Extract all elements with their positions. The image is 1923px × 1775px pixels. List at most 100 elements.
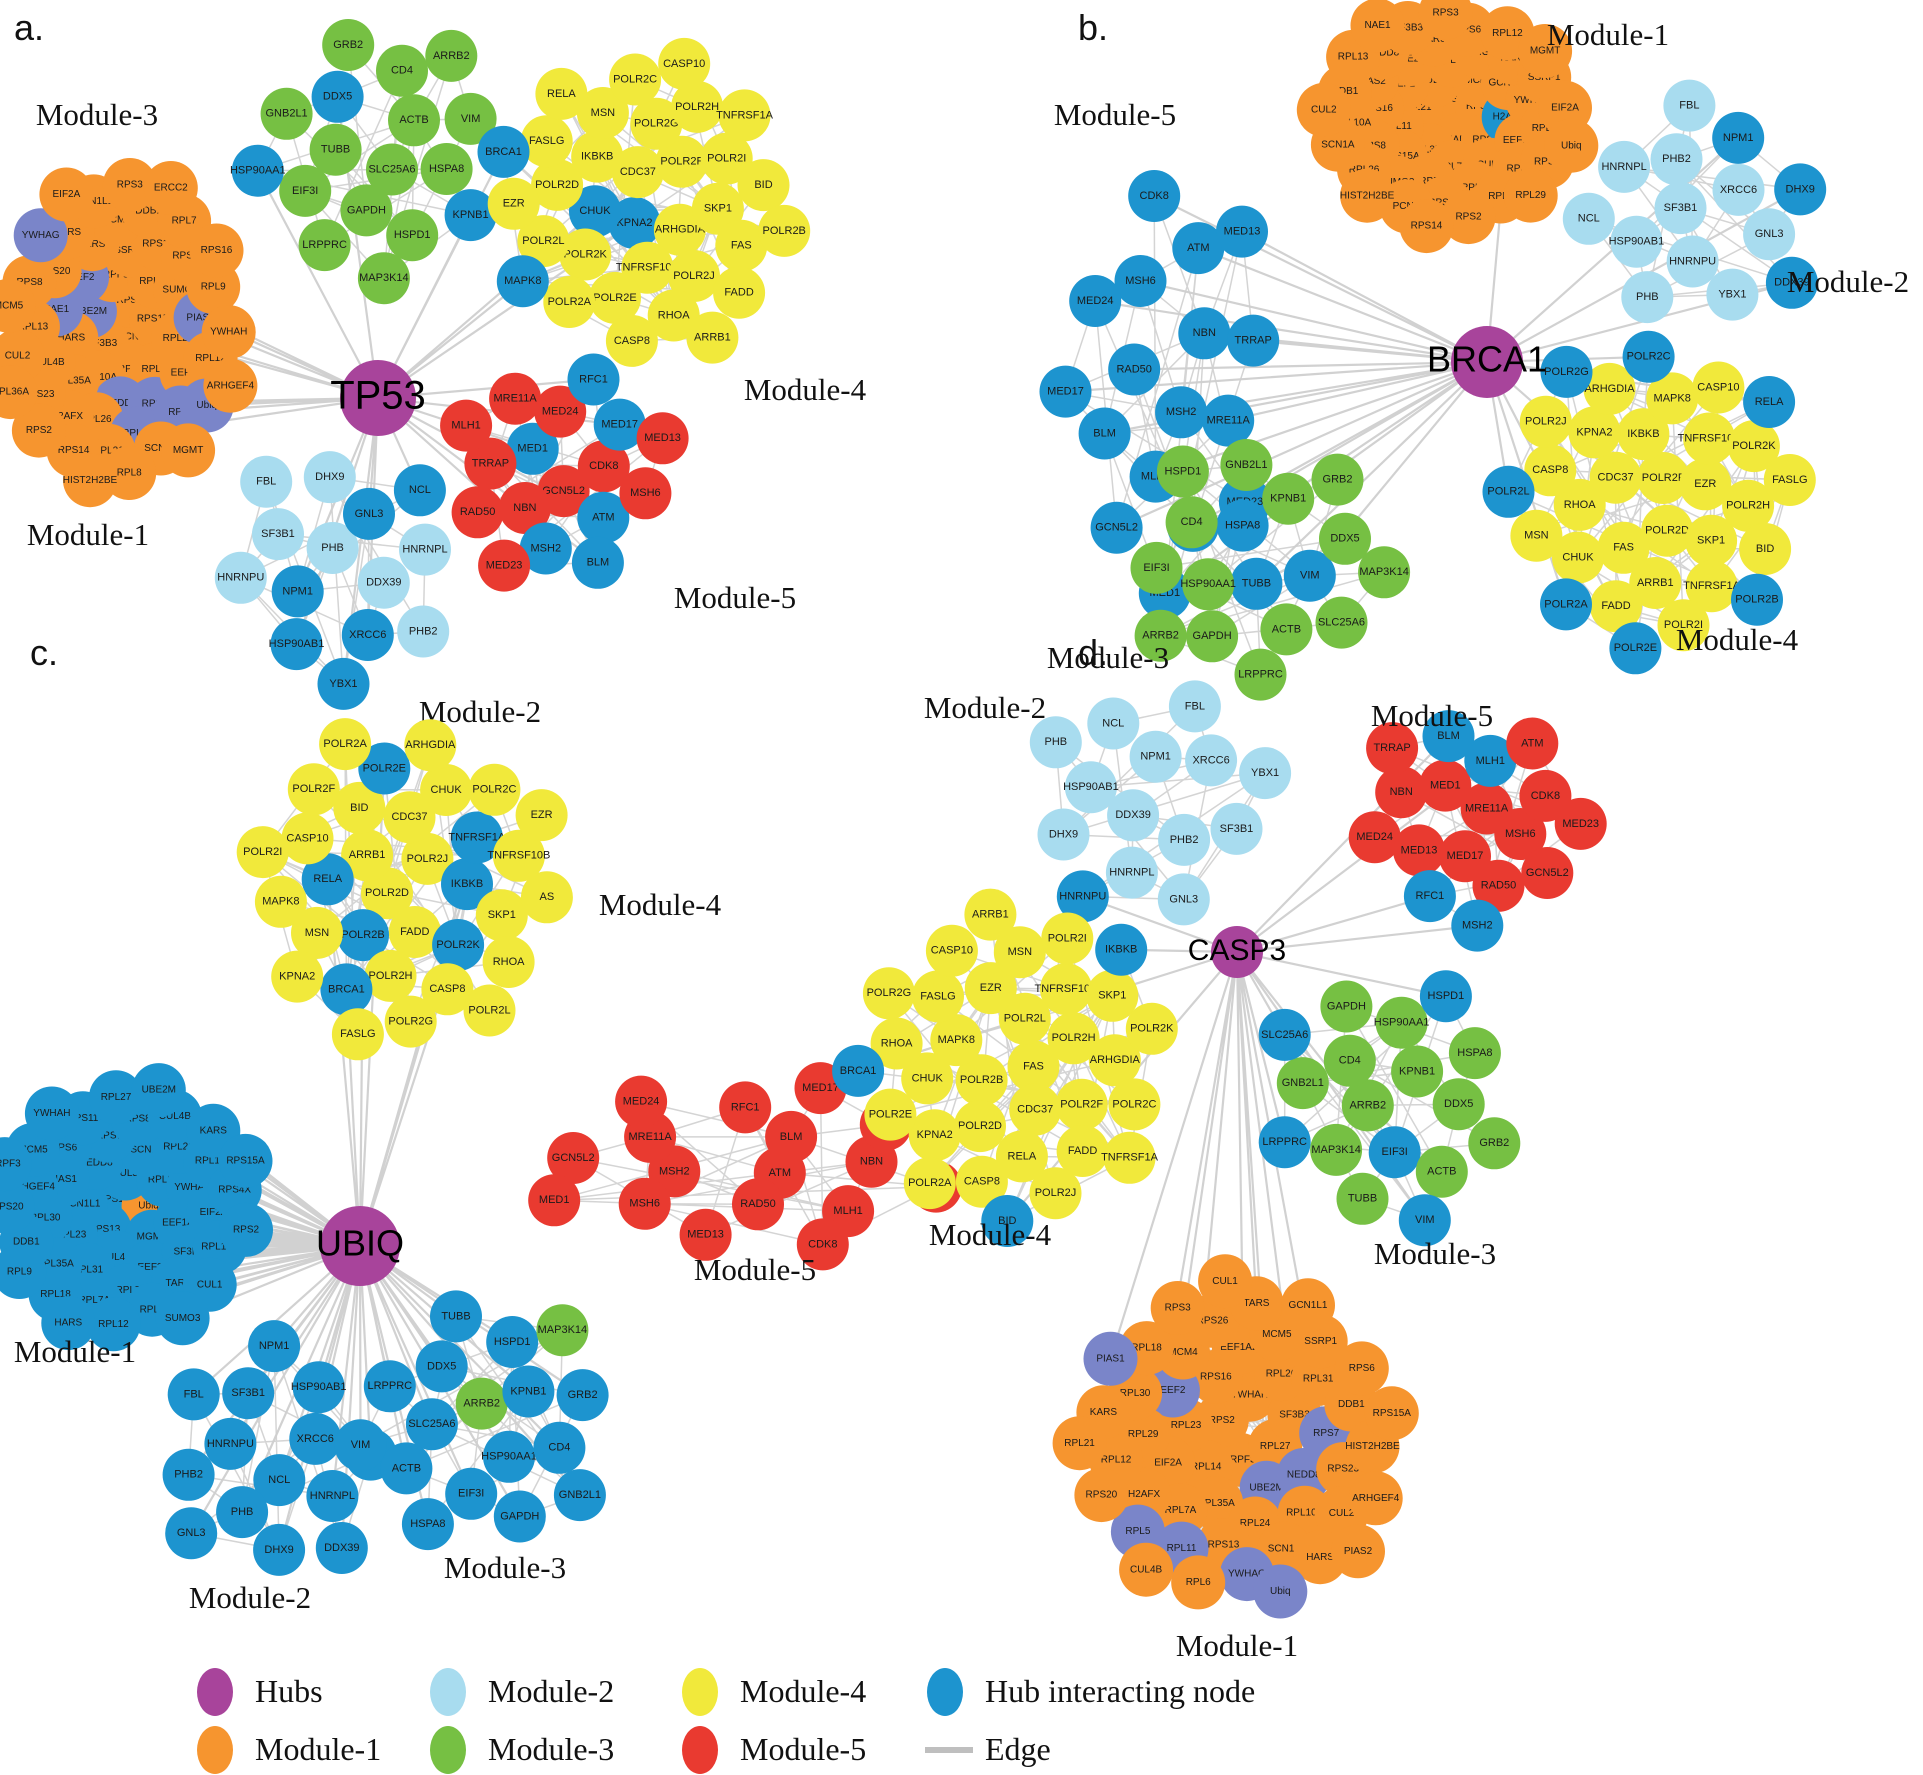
node-POLR2I: POLR2I xyxy=(1041,912,1094,965)
node-MED24: MED24 xyxy=(615,1075,668,1128)
node-AS: AS xyxy=(520,871,573,924)
node-circle xyxy=(1666,235,1719,288)
cluster-module-5: GCN5L2MED1CDK8NBNMED24ATMTRRAPMED17MSH2M… xyxy=(440,353,796,615)
node-NPM1: NPM1 xyxy=(1129,730,1182,783)
node-POLR2A: POLR2A xyxy=(543,276,596,328)
node-circle xyxy=(593,398,646,451)
cluster-label: Module-4 xyxy=(599,887,722,922)
node-circle xyxy=(306,1470,359,1522)
node-DDX39: DDX39 xyxy=(315,1522,368,1574)
node-KPNA2: KPNA2 xyxy=(271,950,324,1003)
node-circle xyxy=(1007,1040,1060,1093)
node-circle xyxy=(1398,1194,1451,1247)
node-PIAS1: PIAS1 xyxy=(1083,1331,1138,1386)
node-DDX39: DDX39 xyxy=(357,556,410,609)
node-circle xyxy=(420,764,473,816)
node-LRPPRC: LRPPRC xyxy=(1234,648,1287,701)
node-circle xyxy=(315,1522,368,1574)
node-circle xyxy=(533,1421,586,1474)
node-circle xyxy=(444,189,497,242)
node-PIAS2: PIAS2 xyxy=(1331,1524,1385,1579)
node-circle xyxy=(577,491,630,544)
node-circle xyxy=(489,372,542,425)
legend-label: Module-1 xyxy=(255,1731,381,1767)
node-HSPD1: HSPD1 xyxy=(1419,970,1472,1023)
node-HNRNPL: HNRNPL xyxy=(306,1470,359,1522)
node-circle xyxy=(236,826,289,879)
node-circle xyxy=(1418,0,1473,40)
legend-item-hubs: Hubs xyxy=(197,1668,323,1716)
node-circle xyxy=(1083,1331,1138,1386)
legend-item-module-3: Module-3 xyxy=(430,1726,614,1774)
node-circle xyxy=(1439,830,1491,883)
node-circle xyxy=(636,412,689,465)
node-DHX9: DHX9 xyxy=(303,451,356,504)
node-HSP90AA1: HSP90AA1 xyxy=(230,144,286,197)
node-circle xyxy=(363,1360,416,1413)
node-HNRNPL: HNRNPL xyxy=(1598,140,1651,193)
node-POLR2L: POLR2L xyxy=(463,984,516,1037)
node-circle xyxy=(901,1052,954,1105)
node-ACTB: ACTB xyxy=(380,1442,433,1495)
node-GAPDH: GAPDH xyxy=(1186,610,1239,663)
node-MSH2: MSH2 xyxy=(1451,899,1504,952)
node-GNB2L1: GNB2L1 xyxy=(1220,439,1273,491)
node-circle xyxy=(964,962,1017,1015)
node-RFC1: RFC1 xyxy=(567,353,620,406)
node-GRB2: GRB2 xyxy=(322,19,375,71)
node-circle xyxy=(1597,521,1650,574)
node-circle xyxy=(1366,722,1419,775)
node-FBL: FBL xyxy=(240,455,293,508)
node-circle xyxy=(1391,1045,1444,1098)
node-circle xyxy=(1739,523,1792,575)
node-IKBKB: IKBKB xyxy=(1095,923,1148,976)
node-circle xyxy=(528,1174,581,1227)
cluster-label: Module-5 xyxy=(1054,97,1176,132)
node-ARHGDIA: ARHGDIA xyxy=(404,719,457,772)
node-circle xyxy=(260,87,313,140)
node-circle xyxy=(143,161,198,215)
node-circle xyxy=(464,437,517,490)
node-POLR2F: POLR2F xyxy=(1055,1078,1108,1131)
node-ACTB: ACTB xyxy=(1260,603,1313,656)
node-circle xyxy=(1334,1341,1389,1396)
node-circle xyxy=(608,197,661,249)
node-circle xyxy=(1722,479,1775,532)
node-EZR: EZR xyxy=(515,789,568,842)
node-circle xyxy=(1494,808,1547,860)
node-PHB2: PHB2 xyxy=(397,605,450,658)
node-circle xyxy=(658,37,711,90)
cluster-module-1: RPS16UbiqRPS13CUL5MGMTGCN1L1RPL24CUL4ANE… xyxy=(0,1063,273,1369)
legend-label: Module-2 xyxy=(488,1673,614,1709)
node-circle xyxy=(619,467,672,520)
node-circle xyxy=(455,1377,508,1430)
node-RPL6: RPL6 xyxy=(1171,1555,1226,1610)
node-circle xyxy=(11,403,66,458)
node-HSP90AB1: HSP90AB1 xyxy=(269,618,324,671)
node-circle xyxy=(231,144,284,197)
node-circle xyxy=(1262,472,1315,525)
node-TUBB: TUBB xyxy=(1230,557,1283,610)
node-circle xyxy=(1774,163,1827,216)
legend-item-edge: Edge xyxy=(925,1731,1051,1767)
node-circle xyxy=(1186,610,1239,663)
node-circle xyxy=(1393,824,1445,877)
node-DDX5: DDX5 xyxy=(1432,1078,1485,1131)
node-circle xyxy=(341,829,394,882)
node-NPM1: NPM1 xyxy=(248,1320,301,1373)
node-circle xyxy=(1524,444,1577,497)
node-BRCA1: BRCA1 xyxy=(320,963,373,1016)
node-circle xyxy=(1552,531,1604,584)
node-ACTB: ACTB xyxy=(1415,1145,1468,1198)
hub-circle xyxy=(320,1206,400,1286)
node-RFC1: RFC1 xyxy=(1403,870,1456,923)
node-circle xyxy=(477,125,530,178)
panel-c: POLR2DPOLR2JFADDARRB1IKBKBPOLR2BCDC37POL… xyxy=(0,632,962,1615)
node-MAP3K14: MAP3K14 xyxy=(1310,1123,1363,1176)
node-circle xyxy=(1311,453,1364,506)
node-circle xyxy=(271,950,324,1003)
node-circle xyxy=(311,70,364,123)
node-circle xyxy=(1055,1078,1108,1131)
node-MGMT: MGMT xyxy=(1518,24,1573,78)
node-circle xyxy=(1156,445,1209,498)
